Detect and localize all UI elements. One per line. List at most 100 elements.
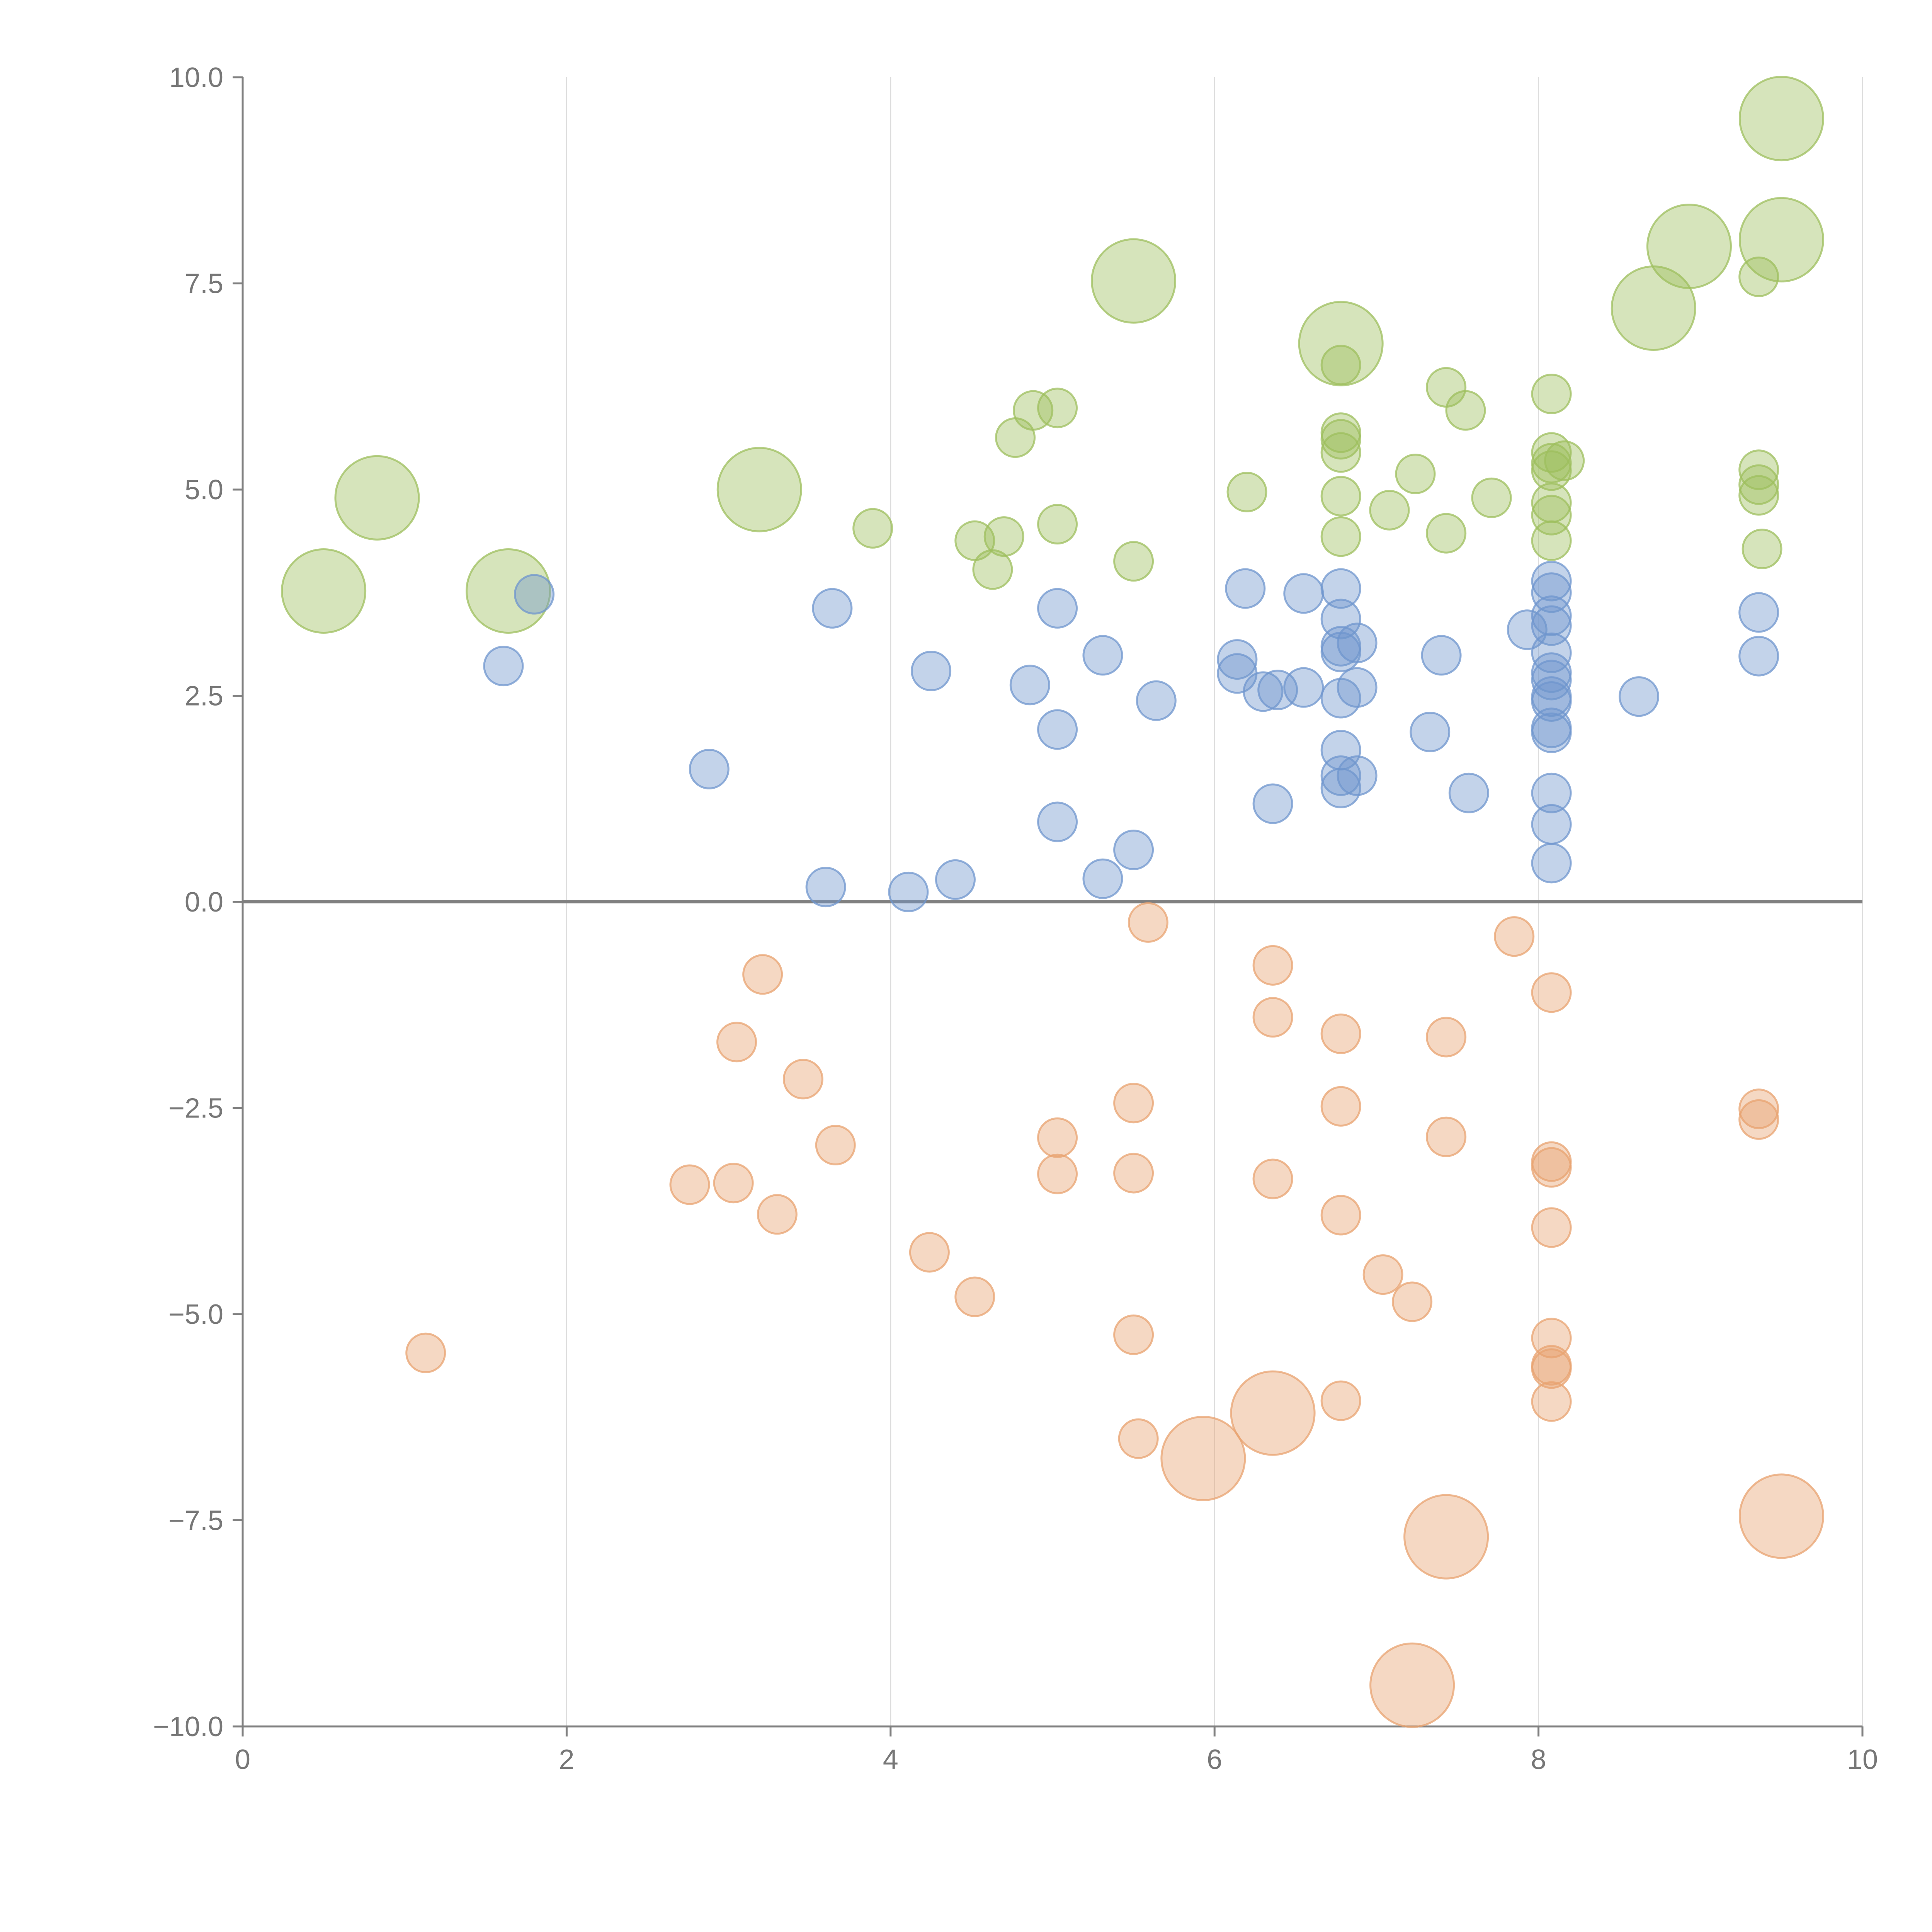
bubble-orange	[713, 1163, 754, 1204]
bubble-blue	[1037, 709, 1078, 750]
bubble-orange	[909, 1232, 950, 1273]
bubble-blue	[1136, 680, 1177, 721]
bubble-blue	[935, 859, 976, 900]
y-tick-label: 5.0	[185, 474, 223, 505]
bubble-green	[1320, 345, 1361, 386]
bubble-green	[1426, 513, 1467, 554]
bubble-green	[1531, 373, 1572, 414]
x-tick-label: 6	[1207, 1744, 1222, 1775]
bubble-blue	[1037, 588, 1078, 629]
bubble-green	[1738, 475, 1779, 516]
x-tick-label: 10	[1847, 1744, 1878, 1775]
x-tick-label: 8	[1531, 1744, 1546, 1775]
bubble-green	[1646, 203, 1732, 289]
bubble-orange	[1230, 1370, 1316, 1456]
bubble-green	[1738, 76, 1824, 162]
bubble-orange	[1426, 1017, 1467, 1058]
bubble-green	[1037, 388, 1078, 429]
bubble-blue	[888, 871, 929, 912]
bubble-blue	[1113, 830, 1154, 871]
bubble-green	[1471, 477, 1512, 518]
bubble-blue	[1531, 660, 1572, 701]
y-tick-label: 10.0	[169, 62, 223, 93]
bubble-orange	[1160, 1415, 1246, 1501]
y-tick-label: −7.5	[168, 1505, 223, 1536]
bubble-orange	[1738, 1088, 1779, 1129]
bubble-blue	[1531, 572, 1572, 613]
bubble-green	[1226, 471, 1267, 512]
bubble-orange	[954, 1276, 995, 1317]
y-tick-label: −2.5	[168, 1093, 223, 1124]
bubble-blue	[1217, 639, 1258, 680]
bubble-green	[852, 508, 893, 549]
bubble-green	[1531, 520, 1572, 561]
bubble-blue	[689, 748, 730, 789]
bubble-green	[983, 516, 1024, 557]
y-tick-label: 7.5	[185, 269, 223, 299]
bubble-blue	[1082, 635, 1123, 676]
bubble-green	[334, 455, 420, 541]
bubble-orange	[1252, 997, 1293, 1038]
bubble-blue	[1531, 804, 1572, 845]
bubble-orange	[782, 1059, 823, 1100]
bubble-blue	[1531, 843, 1572, 884]
bubble-green	[716, 447, 802, 532]
y-tick-label: −10.0	[153, 1711, 223, 1742]
bubble-green	[1395, 453, 1436, 494]
bubble-green	[1298, 301, 1384, 386]
bubble-blue	[812, 588, 853, 629]
bubble-blue	[1082, 858, 1123, 899]
bubble-orange	[716, 1022, 757, 1063]
bubble-green	[465, 548, 551, 634]
bubble-green	[281, 548, 367, 634]
x-tick-label: 0	[235, 1744, 250, 1775]
bubble-orange	[1362, 1254, 1403, 1295]
bubble-orange	[1320, 1086, 1361, 1127]
bubble-green	[1742, 529, 1782, 570]
bubble-orange	[1531, 1207, 1572, 1248]
bubble-green	[1738, 464, 1779, 505]
bubble-orange	[1531, 1381, 1572, 1422]
bubble-green	[1113, 541, 1154, 582]
bubble-orange	[1113, 1083, 1154, 1124]
bubble-orange	[405, 1332, 446, 1373]
bubble-orange	[1403, 1494, 1489, 1580]
bubble-green	[1531, 432, 1572, 473]
bubble-green	[1320, 419, 1361, 460]
bubble-green	[1091, 238, 1177, 324]
bubble-green	[1544, 440, 1585, 481]
bubble-green	[1037, 504, 1078, 545]
bubble-orange	[1128, 902, 1168, 943]
bubble-orange	[1037, 1117, 1078, 1158]
bubble-orange	[815, 1125, 856, 1166]
bubble-blue	[1531, 561, 1572, 602]
bubble-orange	[1252, 945, 1293, 986]
bubble-orange	[1426, 1116, 1467, 1157]
bubble-blue	[805, 867, 846, 908]
bubble-blue	[1531, 772, 1572, 813]
bubble-blue	[1531, 713, 1572, 753]
bubble-orange	[1320, 1013, 1361, 1054]
bubble-orange	[1531, 1348, 1572, 1389]
bubble-blue	[1738, 592, 1779, 633]
bubble-green	[1445, 390, 1486, 431]
bubble-orange	[1118, 1418, 1159, 1459]
bubble-orange	[1738, 1099, 1779, 1140]
bubble-blue	[1448, 772, 1489, 813]
bubble-orange	[1320, 1195, 1361, 1236]
bubble-blue	[1283, 573, 1324, 614]
y-tick-label: −5.0	[168, 1299, 223, 1330]
bubble-blue	[1320, 768, 1361, 809]
bubble-blue	[1243, 671, 1284, 712]
bubble-blue	[483, 646, 524, 687]
bubble-blue	[1619, 676, 1660, 717]
bubble-blue	[1531, 595, 1572, 636]
y-tick-label: 0.0	[185, 887, 223, 918]
bubble-green	[1320, 476, 1361, 517]
bubble-blue	[911, 650, 952, 691]
bubble-orange	[1494, 916, 1535, 957]
y-tick-label: 2.5	[185, 681, 223, 712]
bubble-blue	[1410, 711, 1451, 752]
bubble-blue	[1225, 568, 1266, 609]
x-tick-label: 2	[559, 1744, 574, 1775]
